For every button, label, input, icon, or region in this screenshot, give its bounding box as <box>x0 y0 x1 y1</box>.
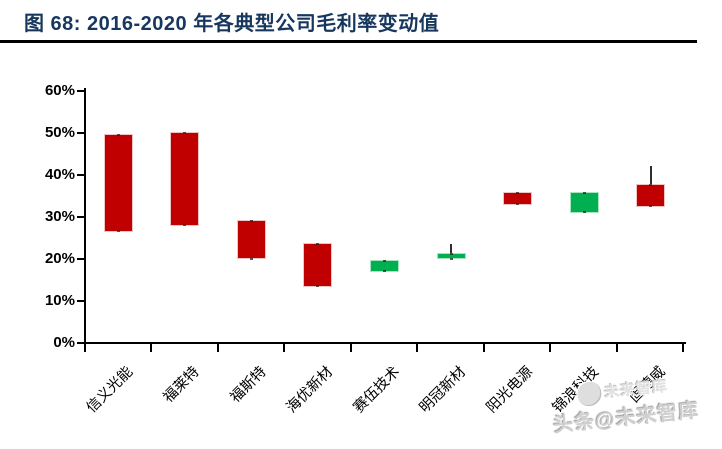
bar-bottom-nub <box>582 211 586 214</box>
range-bar-red <box>104 134 132 232</box>
range-bar-red <box>304 243 332 286</box>
x-axis-label: 阳光电源 <box>483 363 536 417</box>
bar-bottom-nub <box>116 230 120 233</box>
y-axis-tick-label: 30% <box>44 207 75 225</box>
x-axis-line <box>84 341 686 344</box>
bar-whisker-high <box>649 166 652 186</box>
bar-whisker-high <box>450 243 453 256</box>
x-axis-tick <box>482 342 485 352</box>
y-axis-tick <box>77 131 86 134</box>
bar-top-nub <box>516 192 520 195</box>
bar-top-nub <box>582 192 586 195</box>
bar-bottom-nub <box>649 205 653 207</box>
range-bar-red <box>504 193 532 204</box>
y-axis-tick <box>77 173 86 176</box>
bar-top-nub <box>183 131 187 134</box>
y-axis-tick <box>77 89 86 92</box>
y-axis-tick-label: 10% <box>44 291 75 309</box>
y-axis-tick <box>77 215 86 218</box>
chart-plot-area: 0% 10% 20% 30% 40% 50% 60% 信义光能 福莱特 福斯特 海优新材 赛伍技术 明冠… <box>44 81 686 417</box>
x-axis-tick <box>83 342 86 352</box>
x-axis-label: 赛伍技术 <box>350 363 403 417</box>
x-axis-label: 明冠新材 <box>416 363 470 417</box>
x-axis-tick <box>283 342 286 352</box>
watermark-main-text: 头条@未来智库 <box>552 399 701 437</box>
y-axis-tick-label: 60% <box>44 81 75 99</box>
x-axis-tick <box>682 342 685 352</box>
y-axis-tick-label: 50% <box>44 123 75 141</box>
range-bar-red <box>637 185 665 206</box>
y-axis-tick <box>77 341 86 344</box>
x-axis-tick <box>549 342 552 352</box>
bar-top-nub <box>449 253 453 256</box>
range-bar-red <box>171 132 199 225</box>
y-axis-tick-label: 40% <box>44 165 75 183</box>
y-axis-tick <box>77 299 86 302</box>
bar-bottom-nub <box>183 223 187 226</box>
figure-title: 图 68: 2016-2020 年各典型公司毛利率变动值 <box>24 13 440 35</box>
y-axis-tick-label: 20% <box>44 249 75 267</box>
bar-top-nub <box>249 219 253 222</box>
x-axis-label: 福斯特 <box>227 363 270 406</box>
bar-bottom-nub <box>516 202 520 205</box>
bar-top-nub <box>383 259 386 262</box>
range-bar-green <box>371 260 398 272</box>
bar-bottom-nub <box>449 257 453 260</box>
x-axis-tick <box>216 342 219 352</box>
y-axis-tick <box>77 257 86 260</box>
x-axis-tick <box>349 342 352 352</box>
bar-bottom-nub <box>249 257 253 260</box>
x-axis-label: 福莱特 <box>160 363 204 406</box>
x-axis-label: 信义光能 <box>84 363 137 417</box>
bar-bottom-nub <box>383 270 386 273</box>
range-bar-green <box>437 254 465 259</box>
x-axis-tick <box>615 342 618 352</box>
bar-top-nub <box>649 184 653 186</box>
range-bar-green <box>570 193 598 213</box>
range-bar-red <box>237 220 265 259</box>
title-underline <box>0 40 697 43</box>
bar-top-nub <box>116 133 120 136</box>
y-axis-tick-label: 0% <box>53 333 75 351</box>
x-axis-tick <box>150 342 153 352</box>
bar-bottom-nub <box>316 284 320 287</box>
x-axis-tick <box>416 342 419 352</box>
bar-top-nub <box>316 242 320 245</box>
x-axis-label: 海优新材 <box>283 363 337 417</box>
